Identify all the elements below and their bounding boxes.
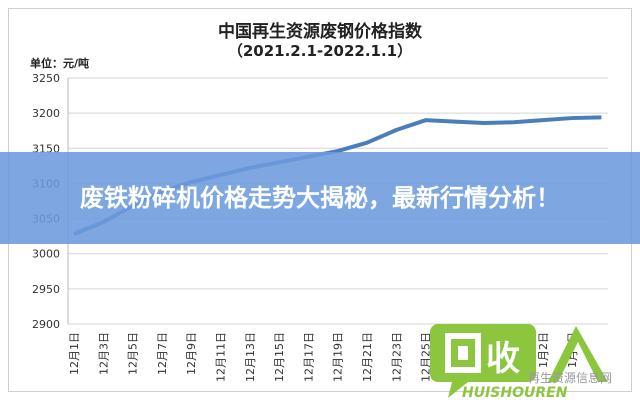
huishouren-watermark-logo: 收 再生资源信息网 HUISHOUREN: [430, 324, 612, 400]
svg-text:HUISHOUREN: HUISHOUREN: [462, 385, 568, 400]
y-tick-label: 3250: [32, 72, 60, 85]
x-tick-label: 12月3日: [97, 332, 110, 375]
x-tick-label: 12月11日: [215, 332, 228, 382]
y-tick-label: 3200: [32, 107, 60, 120]
x-tick-label: 12月17日: [302, 332, 315, 382]
chart-subtitle: （2021.2.1-2022.1.1）: [227, 42, 413, 60]
x-tick-label: 12月19日: [332, 332, 345, 382]
x-tick-label: 12月15日: [273, 332, 286, 382]
headline-text: 废铁粉碎机价格走势大揭秘，最新行情分析！: [80, 184, 560, 212]
x-tick-label: 12月7日: [156, 332, 169, 375]
y-tick-label: 2900: [32, 318, 60, 331]
headline-banner: 废铁粉碎机价格走势大揭秘，最新行情分析！: [0, 152, 640, 244]
x-tick-label: 12月13日: [244, 332, 257, 382]
svg-text:再生资源信息网: 再生资源信息网: [528, 370, 612, 385]
x-tick-label: 1月2日: [537, 332, 550, 368]
svg-text:收: 收: [486, 339, 520, 379]
x-tick-label: 12月5日: [127, 332, 140, 375]
y-tick-label: 3000: [32, 248, 60, 261]
y-axis-unit-label: 单位：元/吨: [30, 57, 90, 70]
x-tick-label: 12月21日: [361, 332, 374, 382]
x-tick-label: 12月9日: [185, 332, 198, 375]
x-tick-label: 12月1日: [68, 332, 81, 375]
x-tick-label: 12月25日: [420, 332, 433, 382]
y-tick-label: 2950: [32, 283, 60, 296]
x-tick-label: 12月23日: [390, 332, 403, 382]
chart-title: 中国再生资源废钢价格指数: [218, 22, 422, 42]
